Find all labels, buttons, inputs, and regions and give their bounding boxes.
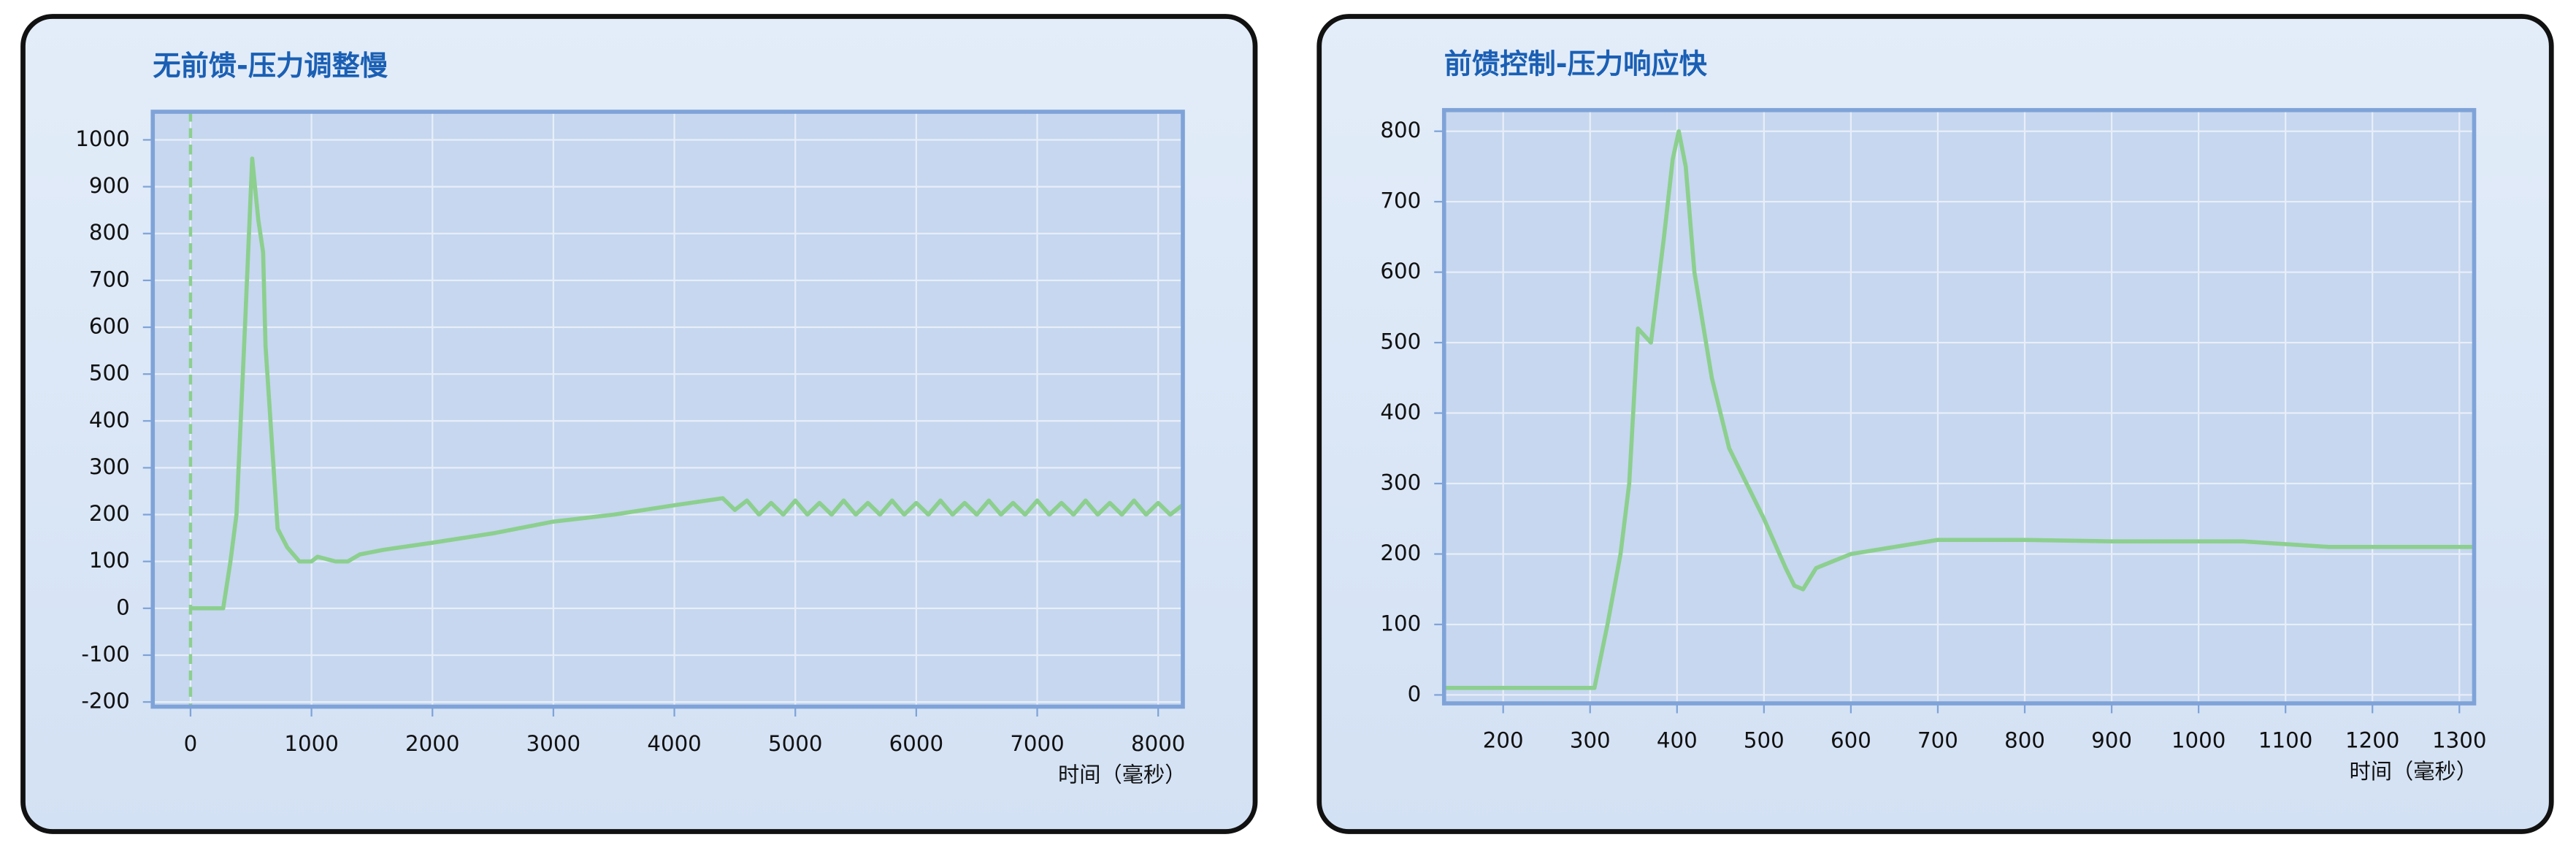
y-tick-label: -200 bbox=[81, 689, 129, 714]
x-tick-label: 0 bbox=[184, 731, 198, 756]
y-tick-label: 500 bbox=[1380, 329, 1421, 354]
x-tick-label: 3000 bbox=[526, 731, 580, 756]
x-tick-label: 800 bbox=[2004, 727, 2045, 752]
y-tick-label: 100 bbox=[1380, 611, 1421, 635]
chart-title: 无前馈-压力调整慢 bbox=[153, 50, 388, 83]
y-tick-label: -100 bbox=[81, 641, 129, 666]
y-tick-label: 100 bbox=[89, 548, 130, 573]
x-tick-label: 5000 bbox=[768, 731, 822, 756]
y-tick-label: 300 bbox=[89, 454, 130, 479]
x-tick-label: 8000 bbox=[1131, 731, 1185, 756]
y-tick-label: 0 bbox=[1408, 681, 1422, 706]
y-tick-label: 700 bbox=[1380, 188, 1421, 213]
data-line bbox=[190, 156, 1184, 611]
x-tick-label: 2000 bbox=[405, 731, 459, 756]
x-tick-label: 4000 bbox=[647, 731, 701, 756]
y-tick-label: 800 bbox=[1380, 118, 1421, 142]
plot-area bbox=[153, 112, 1183, 707]
y-tick-label: 600 bbox=[1380, 259, 1421, 283]
y-tick-label: 800 bbox=[89, 220, 130, 245]
x-tick-label: 7000 bbox=[1010, 731, 1064, 756]
y-tick-label: 900 bbox=[89, 173, 130, 198]
y-tick-label: 300 bbox=[1380, 470, 1421, 495]
x-tick-label: 1200 bbox=[2345, 727, 2399, 752]
x-tick-label: 400 bbox=[1657, 727, 1698, 752]
data-line bbox=[1444, 129, 2475, 690]
x-tick-label: 300 bbox=[1570, 727, 1611, 752]
x-tick-label: 1100 bbox=[2258, 727, 2312, 752]
x-tick-label: 6000 bbox=[889, 731, 943, 756]
y-tick-label: 1000 bbox=[75, 126, 129, 151]
plot-area bbox=[1444, 110, 2475, 703]
x-tick-label: 1000 bbox=[284, 731, 338, 756]
x-axis-label: 时间（毫秒） bbox=[1058, 763, 1187, 787]
x-tick-label: 900 bbox=[2091, 727, 2132, 752]
y-tick-label: 600 bbox=[89, 314, 130, 339]
y-tick-label: 500 bbox=[89, 361, 130, 386]
plot-border bbox=[1441, 107, 2477, 706]
x-axis-label: 时间（毫秒） bbox=[2350, 759, 2478, 784]
x-tick-label: 200 bbox=[1483, 727, 1524, 752]
x-tick-label: 700 bbox=[1917, 727, 1958, 752]
x-tick-label: 500 bbox=[1744, 727, 1785, 752]
y-tick-label: 0 bbox=[116, 595, 130, 619]
y-tick-label: 700 bbox=[89, 267, 130, 291]
y-tick-label: 200 bbox=[89, 501, 130, 526]
plot-border bbox=[150, 110, 1185, 709]
x-tick-label: 1300 bbox=[2432, 727, 2486, 752]
y-tick-label: 200 bbox=[1380, 540, 1421, 565]
x-tick-label: 600 bbox=[1831, 727, 1871, 752]
chart-title: 前馈控制-压力响应快 bbox=[1444, 48, 1708, 81]
y-tick-label: 400 bbox=[1380, 400, 1421, 424]
y-tick-label: 400 bbox=[89, 408, 130, 432]
x-tick-label: 1000 bbox=[2171, 727, 2226, 752]
